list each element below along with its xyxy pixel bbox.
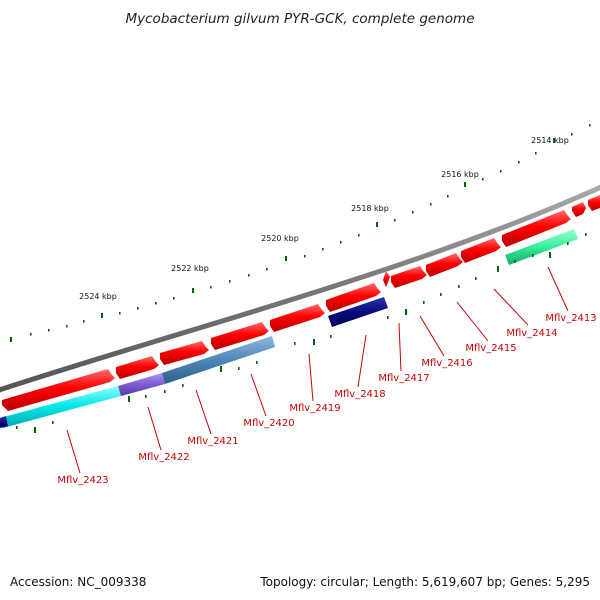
- genome-backbone: [0, 184, 600, 393]
- gene-arrow[interactable]: [270, 304, 325, 332]
- scale-label: 2514 kbp: [531, 136, 569, 145]
- scale-ticks: [10, 124, 591, 342]
- gene-arrow[interactable]: [502, 210, 571, 247]
- gene-arrow[interactable]: [588, 195, 600, 211]
- accession-text: Accession: NC_009338: [10, 575, 146, 589]
- gene-label: Mflv_2416: [421, 358, 472, 369]
- gene-label: Mflv_2413: [545, 313, 596, 324]
- gene-label: Mflv_2415: [465, 343, 516, 354]
- gene-arrow[interactable]: [2, 369, 115, 411]
- gene-arrow[interactable]: [426, 253, 463, 277]
- gene-block-steelblue[interactable]: [162, 336, 275, 384]
- gene-label: Mflv_2421: [187, 436, 238, 447]
- label-leaders: [66, 266, 569, 474]
- gene-arrow[interactable]: [326, 283, 381, 312]
- forward-strand-genes: [2, 195, 600, 411]
- scale-label: 2520 kbp: [261, 234, 299, 243]
- gene-label: Mflv_2423: [57, 475, 108, 486]
- scale-label: 2522 kbp: [171, 264, 209, 273]
- gene-arrow[interactable]: [383, 271, 390, 287]
- scale-label: 2524 kbp: [79, 292, 117, 301]
- gene-label: Mflv_2420: [243, 418, 294, 429]
- gene-arrow[interactable]: [461, 238, 501, 263]
- gene-block-cyan[interactable]: [0, 386, 121, 428]
- gene-label: Mflv_2414: [506, 328, 557, 339]
- gene-label: Mflv_2418: [334, 389, 385, 400]
- gene-block-navy-edge[interactable]: [0, 416, 8, 428]
- gene-label: Mflv_2417: [378, 373, 429, 384]
- gene-arrow[interactable]: [116, 356, 159, 379]
- gene-block-seagreen[interactable]: [505, 229, 578, 265]
- gene-block-navy[interactable]: [328, 297, 388, 327]
- gene-arrow[interactable]: [391, 266, 427, 288]
- gene-arrow[interactable]: [160, 341, 209, 365]
- inner-ticks: [16, 233, 587, 433]
- gene-label: Mflv_2422: [138, 452, 189, 463]
- gene-arrow[interactable]: [211, 322, 269, 350]
- feature-blocks: [0, 229, 578, 428]
- scale-label: 2516 kbp: [441, 170, 479, 179]
- scale-label: 2518 kbp: [351, 204, 389, 213]
- gene-block-purple[interactable]: [118, 373, 165, 396]
- map-title: Mycobacterium gilvum PYR-GCK, complete g…: [126, 11, 475, 27]
- gene-label: Mflv_2419: [289, 403, 340, 414]
- genome-summary-text: Topology: circular; Length: 5,619,607 bp…: [259, 575, 590, 589]
- gene-arrow[interactable]: [572, 202, 586, 217]
